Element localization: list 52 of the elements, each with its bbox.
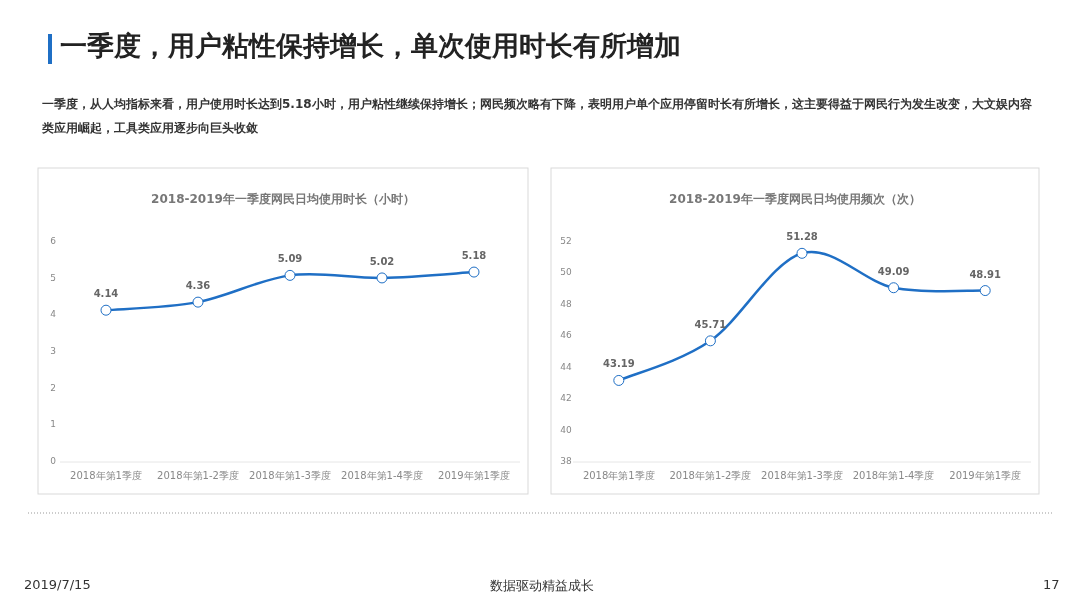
data-label: 5.02 — [369, 255, 395, 267]
data-label: 48.91 — [969, 268, 1002, 280]
point — [376, 272, 388, 284]
x-tick-label: 2018年第1-2季度 — [157, 470, 239, 481]
x-tick-label: 2018年第1-2季度 — [669, 470, 752, 481]
x-tick-label: 2018年第1-4季度 — [852, 470, 935, 481]
x-tick-label: 2018年第1季度 — [582, 470, 655, 481]
x-tick-label: 2018年第1-4季度 — [341, 470, 423, 481]
data-label: 4.36 — [185, 280, 211, 292]
point — [979, 285, 991, 297]
point — [613, 374, 625, 386]
data-label: 51.28 — [786, 231, 818, 243]
point — [192, 296, 204, 308]
y-tick-label: 6 — [50, 236, 57, 246]
y-tick-label: 4 — [50, 309, 57, 320]
x-tick-label: 2019年第1季度 — [949, 470, 1022, 481]
y-tick-label: 50 — [560, 267, 572, 278]
y-tick-label: 38 — [560, 456, 572, 466]
text: 2019/7/15 — [24, 577, 91, 592]
data-label: 43.19 — [602, 358, 635, 370]
data-label: 45.71 — [694, 318, 727, 330]
x-tick-label: 2018年第1-3季度 — [249, 470, 331, 481]
y-tick-label: 0 — [50, 456, 57, 466]
text: 一季度，用户粘性保持增长，单次使用时长有所增加 — [60, 29, 681, 63]
x-tick-label: 2018年第1季度 — [70, 470, 142, 481]
y-tick-label: 1 — [50, 419, 56, 430]
point — [468, 266, 480, 278]
chart-title: 2018-2019年一季度网民日均使用时长（小时） — [151, 192, 415, 206]
text: 17 — [1043, 577, 1060, 592]
data-label: 49.09 — [877, 265, 910, 277]
y-tick-label: 46 — [560, 330, 572, 341]
y-tick-label: 48 — [560, 298, 572, 309]
point — [100, 304, 112, 316]
y-tick-label: 40 — [560, 424, 572, 435]
point — [888, 282, 900, 294]
y-tick-label: 5 — [50, 272, 56, 283]
chart-title: 2018-2019年一季度网民日均使用频次（次） — [669, 192, 921, 206]
y-tick-label: 52 — [560, 236, 572, 246]
y-tick-label: 2 — [50, 382, 56, 393]
text: 一季度，从人均指标来看，用户使用时长达到5.18小时，用户粘性继续保持增长；网民频次略有下降，表明用户单个应用停留时长有所增长，这主要得益于网民行为发生改变，大文娱内容类应用崛起，工具类应用逐步向巨头收敛 — [42, 96, 1032, 137]
point — [284, 269, 296, 281]
y-tick-label: 3 — [50, 346, 56, 356]
y-tick-label: 44 — [560, 361, 572, 372]
point — [704, 335, 716, 347]
data-label: 5.09 — [277, 253, 303, 265]
point — [796, 247, 808, 259]
x-tick-label: 2019年第1季度 — [438, 470, 510, 481]
data-label: 4.14 — [93, 288, 119, 300]
text: 数据驱动精益成长 — [490, 577, 594, 595]
data-label: 5.18 — [461, 250, 487, 262]
y-tick-label: 42 — [560, 393, 572, 404]
x-tick-label: 2018年第1-3季度 — [761, 470, 843, 481]
